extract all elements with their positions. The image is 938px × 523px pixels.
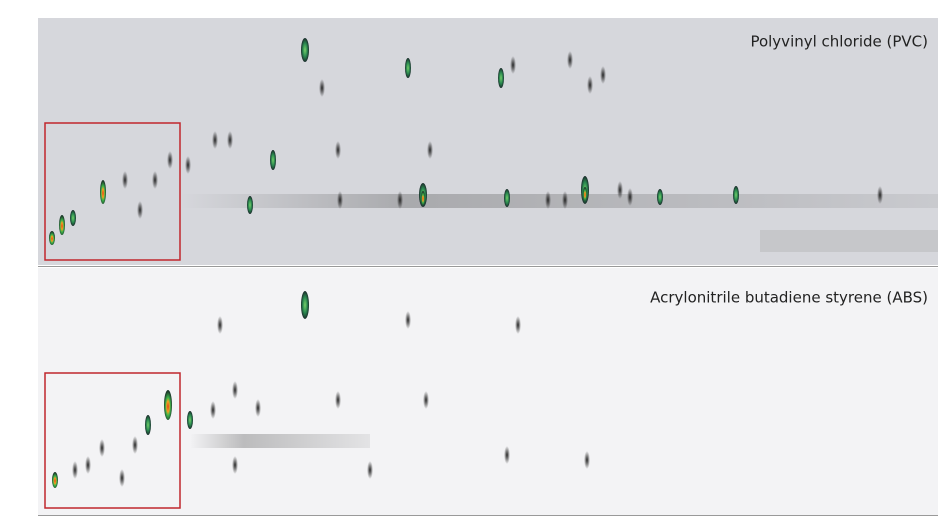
spot [119, 469, 125, 487]
spot [217, 316, 223, 334]
spot [232, 456, 238, 474]
spot [587, 76, 593, 94]
spot [584, 451, 590, 469]
spot [423, 391, 429, 409]
spot [504, 446, 510, 464]
spot [427, 141, 433, 159]
spot [367, 461, 373, 479]
spot [405, 58, 411, 78]
spot [85, 456, 91, 474]
spot [405, 311, 411, 329]
spot [255, 399, 261, 417]
spot [733, 186, 739, 204]
spot [122, 171, 128, 189]
spot [232, 381, 238, 399]
spot [877, 186, 883, 204]
spot [600, 66, 606, 84]
spot [59, 215, 65, 235]
highlight-box [44, 372, 181, 509]
spot [545, 191, 551, 209]
spot [99, 439, 105, 457]
spot [49, 231, 55, 245]
background-smear [190, 434, 370, 448]
spot [617, 181, 623, 199]
pvc-panel [38, 18, 938, 265]
abs-panel [38, 268, 938, 515]
spot [132, 436, 138, 454]
background-smear [180, 194, 938, 208]
spot [210, 401, 216, 419]
spot [145, 415, 151, 435]
spot [657, 189, 663, 205]
spot [52, 472, 58, 488]
spot [100, 180, 106, 204]
spot [164, 390, 172, 420]
spot [270, 150, 276, 170]
spot [152, 171, 158, 189]
spot [627, 188, 633, 206]
spot [70, 210, 76, 226]
spot [227, 131, 233, 149]
spot [137, 201, 143, 219]
spot [510, 56, 516, 74]
spots [49, 38, 883, 488]
spot [212, 131, 218, 149]
spot [187, 411, 193, 429]
highlight-box [44, 122, 181, 261]
spot [498, 68, 504, 88]
spot [567, 51, 573, 69]
spot [337, 191, 343, 209]
spot [247, 196, 253, 214]
spot [335, 391, 341, 409]
panel-label: Acrylonitrile butadiene styrene (ABS) [650, 289, 928, 307]
spot [421, 191, 425, 205]
panel-label: Polyvinyl chloride (PVC) [750, 33, 928, 51]
spot [319, 79, 325, 97]
spot [504, 189, 510, 207]
spot [335, 141, 341, 159]
spot [72, 461, 78, 479]
spot [515, 316, 521, 334]
spot [562, 191, 568, 209]
spot [583, 187, 587, 201]
background-smear [760, 230, 938, 252]
spot [301, 38, 309, 62]
spot [301, 291, 309, 319]
spot [397, 191, 403, 209]
spot [167, 151, 173, 169]
spot [185, 156, 191, 174]
